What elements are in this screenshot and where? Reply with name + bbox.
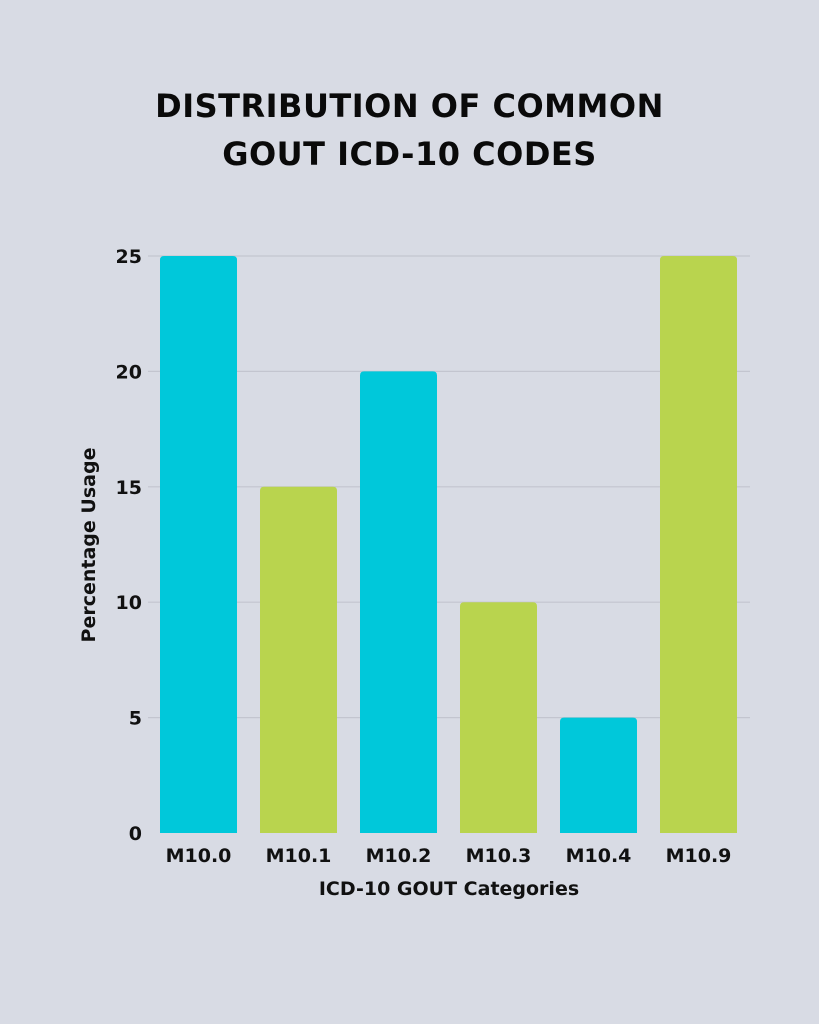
y-tick-label: 20: [116, 361, 142, 383]
x-tick-label: M10.9: [666, 845, 732, 867]
x-tick-labels: M10.0 M10.1 M10.2 M10.3 M10.4 M10.9: [166, 845, 732, 867]
chart-title-line-2: GOUT ICD-10 CODES: [222, 135, 597, 173]
bar-m10-1: [260, 486, 337, 833]
bar-m10-9: [660, 256, 737, 833]
bar-m10-4: [560, 717, 637, 833]
x-tick-label: M10.4: [566, 845, 632, 867]
bars: [160, 256, 737, 833]
y-tick-label: 25: [116, 246, 142, 268]
chart-title-line-1: DISTRIBUTION OF COMMON: [155, 87, 664, 125]
y-tick-label: 5: [129, 708, 142, 730]
bar-m10-0: [160, 256, 237, 833]
y-tick-labels: 0 5 10 15 20 25: [116, 246, 142, 845]
bar-m10-3: [460, 602, 537, 833]
gridlines: [148, 255, 750, 719]
y-axis-label: Percentage Usage: [78, 448, 100, 643]
y-tick-label: 0: [129, 823, 142, 845]
y-tick-label: 15: [116, 477, 142, 499]
bar-m10-2: [360, 371, 437, 833]
x-tick-label: M10.1: [266, 845, 332, 867]
x-axis-label: ICD-10 GOUT Categories: [319, 878, 579, 900]
y-tick-label: 10: [116, 592, 142, 614]
x-tick-label: M10.3: [466, 845, 532, 867]
chart-title: DISTRIBUTION OF COMMON GOUT ICD-10 CODES: [0, 82, 819, 178]
x-tick-label: M10.0: [166, 845, 232, 867]
x-tick-label: M10.2: [366, 845, 432, 867]
